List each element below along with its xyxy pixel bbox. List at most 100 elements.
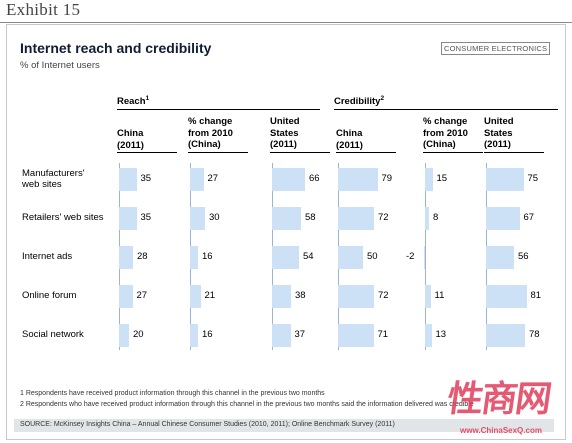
group-label-text: Reach — [117, 96, 146, 108]
column-header-5: United States (2011) — [484, 116, 514, 151]
value-label-2-1: 58 — [305, 212, 316, 223]
bar-5-2 — [486, 245, 514, 269]
value-label-3-1: 72 — [378, 212, 389, 223]
row-label-3: Online forum — [22, 290, 76, 302]
value-label-3-0: 79 — [381, 173, 393, 184]
column-header-line: United — [484, 116, 514, 127]
column-header-line: China — [336, 128, 363, 139]
bar-0-4 — [119, 323, 129, 347]
column-header-line: % change — [423, 116, 468, 127]
value-label-4-0: 15 — [436, 173, 448, 184]
bar-0-1 — [119, 206, 137, 230]
column-header-line: United — [270, 116, 300, 127]
column-header-line: States — [270, 127, 299, 139]
row-label-line: web sites — [22, 179, 62, 190]
column-header-line: (China) — [423, 139, 456, 150]
bar-0-3 — [119, 284, 133, 308]
bar-1-1 — [190, 206, 205, 230]
bar-5-1 — [486, 206, 520, 230]
bar-4-0 — [425, 167, 433, 191]
value-label-2-4: 37 — [294, 329, 306, 340]
value-label-3-4: 71 — [377, 329, 389, 340]
row-label-line: Retailers' web sites — [22, 212, 104, 224]
value-label-5-0: 75 — [527, 173, 539, 184]
column-header-rule-2 — [270, 152, 330, 153]
value-label-0-2: 28 — [137, 251, 148, 262]
source-note: SOURCE: McKinsey Insights China – Annual… — [20, 421, 395, 428]
value-label-2-3: 38 — [295, 290, 306, 301]
chart-panel — [6, 24, 566, 440]
value-label-1-2: 16 — [202, 251, 213, 262]
column-header-4: % change from 2010 (China) — [423, 116, 468, 151]
bar-2-4 — [272, 323, 291, 347]
bar-2-3 — [272, 284, 291, 308]
column-header-line: China — [117, 128, 144, 139]
watermark-url: www.ChinaSexQ.com — [460, 426, 542, 435]
value-label-3-3: 72 — [378, 290, 389, 301]
value-label-0-0: 35 — [140, 173, 152, 184]
bar-1-0 — [190, 167, 204, 191]
bar-1-4 — [190, 323, 198, 347]
row-label-0: Manufacturers' web sites — [22, 168, 85, 191]
row-label-2: Internet ads — [22, 251, 72, 263]
value-label-1-0: 27 — [207, 173, 219, 184]
bar-4-1 — [425, 206, 429, 230]
row-label-line: Online forum — [22, 290, 77, 302]
footnote-1: 1 Respondents have received product info… — [20, 390, 325, 397]
row-label-4: Social network — [22, 329, 84, 341]
category-tag: CONSUMER ELECTRONICS — [441, 42, 551, 55]
column-header-rule-5 — [484, 152, 544, 153]
exhibit-label: Exhibit 15 — [6, 0, 81, 19]
column-header-rule-4 — [423, 152, 483, 153]
column-header-2: United States (2011) — [270, 116, 300, 151]
chart-title: Internet reach and credibility — [20, 40, 212, 56]
value-label-4-4: 13 — [435, 329, 447, 340]
value-label-5-3: 81 — [530, 290, 542, 301]
bar-2-2 — [272, 245, 299, 269]
value-label-1-1: 30 — [209, 212, 220, 223]
column-header-line: from 2010 — [188, 127, 233, 139]
column-header-line: % change — [188, 116, 233, 127]
column-header-rule-3 — [336, 152, 396, 153]
column-header-line: (2011) — [270, 139, 297, 150]
group-footnote-mark: 1 — [145, 95, 150, 102]
group-label-reach: Reach1 — [117, 95, 149, 107]
row-label-line: Manufacturers' — [22, 167, 85, 179]
source-box — [14, 419, 554, 432]
column-header-line: (China) — [188, 139, 221, 150]
value-label-4-1: 8 — [433, 212, 439, 223]
footnote-2: 2 Respondents who have received product … — [20, 401, 474, 408]
value-label-0-4: 20 — [133, 329, 144, 340]
bar-5-4 — [486, 323, 525, 347]
group-rule-0 — [117, 109, 320, 110]
group-label-text: Credibility — [334, 96, 381, 108]
value-label-2-2: 54 — [303, 251, 314, 262]
value-label-5-1: 67 — [523, 212, 535, 223]
row-label-line: Internet ads — [22, 251, 73, 263]
bar-3-4 — [338, 323, 374, 347]
bar-1-2 — [190, 245, 198, 269]
bar-4-4 — [425, 323, 432, 347]
value-label-0-1: 35 — [140, 212, 152, 223]
column-header-line: (2011) — [484, 139, 511, 150]
value-label-4-3: 11 — [434, 290, 445, 301]
axis-line-4 — [425, 163, 426, 350]
group-label-credibility: Credibility2 — [334, 95, 384, 107]
column-header-1: % change from 2010 (China) — [188, 116, 233, 151]
value-label-4-2: -2 — [406, 251, 415, 262]
bar-1-3 — [190, 284, 201, 308]
bar-5-0 — [486, 167, 524, 191]
bar-2-1 — [272, 206, 301, 230]
column-header-0: China (2011) — [117, 128, 144, 151]
column-header-line: from 2010 — [423, 127, 468, 139]
bar-3-1 — [338, 206, 374, 230]
column-header-line: (2011) — [117, 139, 144, 151]
value-label-1-4: 16 — [202, 329, 213, 340]
bar-3-0 — [338, 167, 378, 191]
bar-0-0 — [119, 167, 137, 191]
value-label-5-2: 56 — [518, 251, 529, 262]
value-label-2-0: 66 — [309, 173, 320, 184]
column-header-line: States — [484, 127, 513, 139]
row-label-line: Social network — [22, 329, 84, 341]
bar-3-3 — [338, 284, 374, 308]
